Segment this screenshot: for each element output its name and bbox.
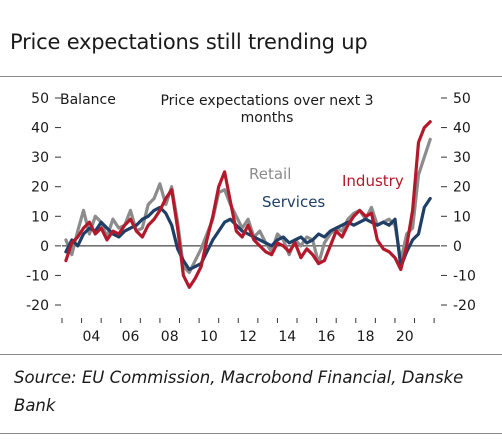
x-tick-label: 12 <box>239 329 257 345</box>
x-tick-label: 14 <box>278 329 296 345</box>
axes-layer: -20 -20 -10 -10 0 0 10 10 20 20 30 30 40 40 50 50 04 06 08… <box>26 91 476 345</box>
x-tick-label: 16 <box>317 329 335 345</box>
footer-divider <box>0 433 502 434</box>
bottom-divider <box>0 354 502 355</box>
y-tick-label-left: 20 <box>31 180 49 196</box>
y-tick-label-left: -10 <box>26 268 49 284</box>
y-tick-label-left: 0 <box>40 239 49 255</box>
x-tick-label: 04 <box>82 329 100 345</box>
y-axis-label: Balance <box>60 92 116 108</box>
y-tick-label-left: -20 <box>26 298 49 314</box>
price-expectations-chart: Balance Price expectations over next 3 m… <box>26 91 476 345</box>
series-line-industry <box>64 120 432 289</box>
y-tick-label-right: 0 <box>453 239 462 255</box>
y-tick-label-right: 50 <box>453 91 471 107</box>
chart-title-line-1: Price expectations over next 3 <box>160 93 373 109</box>
x-tick-label: 06 <box>122 329 140 345</box>
y-tick-label-right: 30 <box>453 150 471 166</box>
y-tick-label-left: 30 <box>31 150 49 166</box>
y-tick-label-left: 50 <box>31 91 49 107</box>
y-tick-label-right: -20 <box>453 298 476 314</box>
legend-label-services: Services <box>262 193 325 211</box>
top-divider <box>0 76 502 77</box>
y-tick-label-right: -10 <box>453 268 476 284</box>
series-line-retail <box>64 137 432 275</box>
x-tick-label: 10 <box>200 329 218 345</box>
legend-label-retail: Retail <box>249 165 291 183</box>
series-line-services <box>64 196 432 272</box>
page-title: Price expectations still trending up <box>10 30 368 54</box>
y-tick-label-left: 40 <box>31 121 49 137</box>
x-tick-label: 08 <box>161 329 179 345</box>
legend-label-industry: Industry <box>342 172 404 190</box>
y-tick-label-right: 20 <box>453 180 471 196</box>
series-layer <box>64 120 432 289</box>
source-note: Source: EU Commission, Macrobond Financi… <box>14 368 464 415</box>
y-tick-label-right: 40 <box>453 121 471 137</box>
y-tick-label-left: 10 <box>31 209 49 225</box>
chart-title-line-2: months <box>241 110 294 126</box>
y-tick-label-right: 10 <box>453 209 471 225</box>
x-tick-label: 20 <box>396 329 414 345</box>
x-tick-label: 18 <box>357 329 375 345</box>
